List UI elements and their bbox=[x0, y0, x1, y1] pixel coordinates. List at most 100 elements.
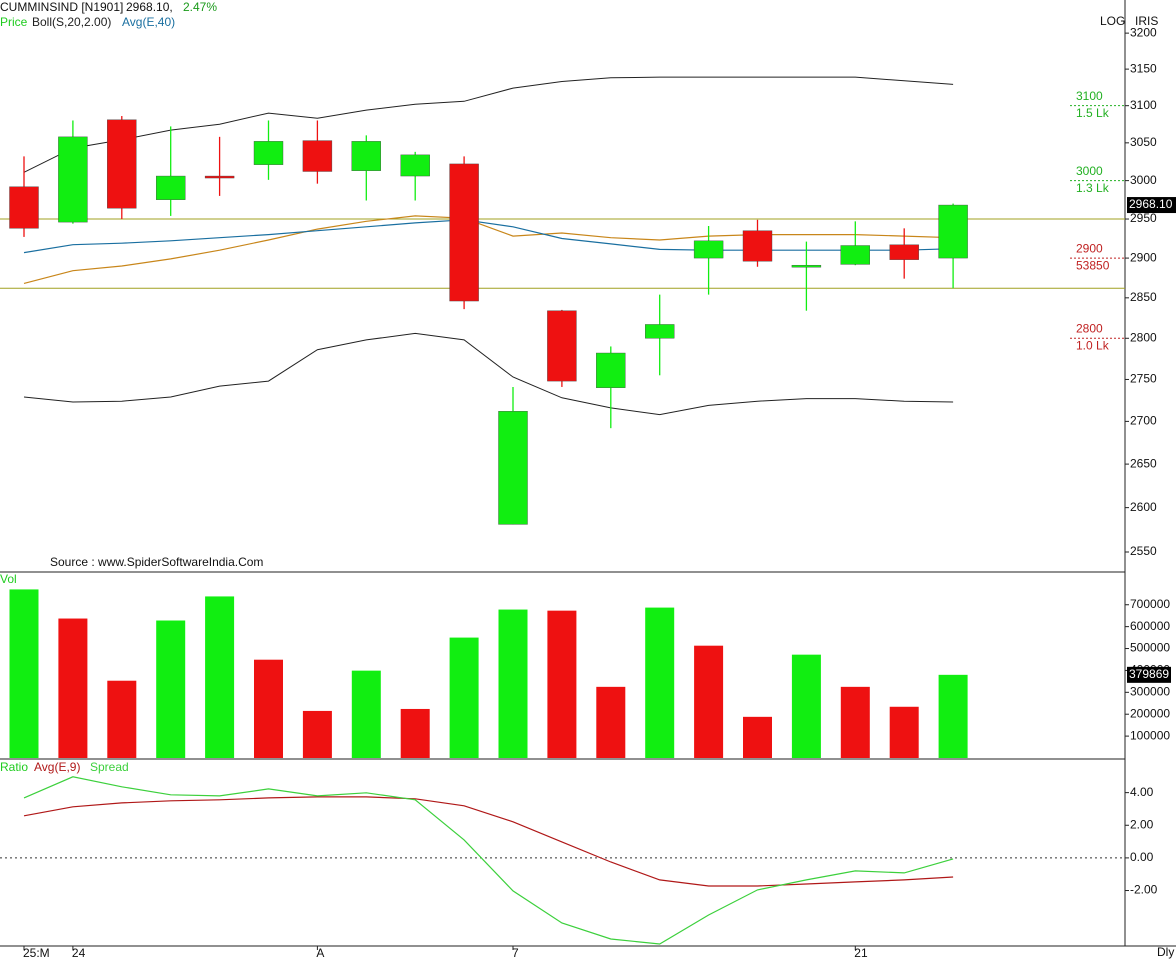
volume-bar bbox=[645, 607, 675, 758]
candle-body bbox=[400, 154, 430, 177]
volume-bar bbox=[205, 596, 235, 758]
legend-bands: Boll(S,20,2.00) bbox=[32, 15, 111, 29]
y-tick-label: 3100 bbox=[1130, 98, 1157, 112]
volume-bar bbox=[254, 659, 283, 758]
y-tick-label: 2700 bbox=[1130, 414, 1157, 428]
volume-bar bbox=[107, 680, 137, 758]
y-tick-label: -2.00 bbox=[1130, 883, 1158, 897]
volume-bar bbox=[498, 609, 528, 758]
band-middle bbox=[23, 215, 954, 284]
level-label: 3000 bbox=[1076, 164, 1103, 178]
x-tick-label: 21 bbox=[854, 946, 868, 960]
y-tick-label: 2750 bbox=[1130, 372, 1157, 386]
series-line bbox=[23, 796, 954, 887]
y-tick-label: 3150 bbox=[1130, 61, 1157, 75]
header-change: 2.47% bbox=[183, 0, 217, 14]
y-tick-label: 2550 bbox=[1130, 544, 1157, 558]
y-tick-label: 500000 bbox=[1130, 641, 1170, 655]
candle-body bbox=[840, 245, 870, 265]
y-tick-label: 3050 bbox=[1130, 135, 1157, 149]
average-line bbox=[23, 219, 954, 254]
last-volume-box bbox=[1127, 666, 1171, 683]
volume-bar bbox=[449, 637, 479, 758]
x-tick-label: 25:M bbox=[23, 946, 50, 960]
candle-body bbox=[693, 240, 724, 259]
candle-body bbox=[791, 264, 822, 268]
volume-bar bbox=[840, 686, 870, 758]
x-tick-label: A bbox=[316, 946, 324, 960]
x-tick-label: 24 bbox=[72, 946, 86, 960]
volume-bar bbox=[400, 708, 430, 758]
candle-body bbox=[938, 204, 968, 259]
last-volume-label: 379869 bbox=[1129, 667, 1169, 681]
candle-body bbox=[351, 141, 381, 171]
y-tick-label: 300000 bbox=[1130, 684, 1170, 698]
level-label: 2900 bbox=[1076, 241, 1103, 255]
y-tick-label: 2.00 bbox=[1130, 817, 1154, 831]
candle-body bbox=[889, 244, 919, 260]
y-tick-label: 3200 bbox=[1130, 25, 1157, 39]
level-label: 2800 bbox=[1076, 321, 1103, 335]
legend-entry: Spread bbox=[90, 760, 129, 774]
y-tick-label: 4.00 bbox=[1130, 785, 1154, 799]
candle-body bbox=[498, 411, 528, 525]
y-tick-label: 200000 bbox=[1130, 706, 1170, 720]
last-price-label: 2968.10 bbox=[1129, 197, 1173, 211]
candle-body bbox=[58, 136, 88, 223]
y-tick-label: 2600 bbox=[1130, 500, 1157, 514]
scale-label: LOG bbox=[1100, 14, 1125, 28]
band-upper bbox=[23, 76, 954, 173]
timeframe: Dly bbox=[1157, 945, 1174, 959]
band-lower bbox=[23, 332, 954, 416]
last-price-box bbox=[1127, 197, 1176, 214]
y-tick-label: 0.00 bbox=[1130, 850, 1154, 864]
x-tick-label: 7 bbox=[512, 946, 519, 960]
series-line bbox=[23, 776, 954, 945]
candle-body bbox=[547, 310, 577, 382]
volume-bar bbox=[9, 589, 39, 758]
candle-body bbox=[742, 230, 773, 262]
tool-label: IRIS bbox=[1135, 14, 1158, 28]
y-tick-label: 2900 bbox=[1130, 250, 1157, 264]
volume-bar bbox=[58, 618, 88, 758]
level-note: 1.5 Lk bbox=[1076, 106, 1110, 120]
candle-body bbox=[302, 140, 333, 172]
candle-body bbox=[596, 352, 626, 388]
y-tick-label: 2950 bbox=[1130, 211, 1157, 225]
candle-body bbox=[9, 186, 39, 229]
symbol-title: CUMMINSIND [N1901] bbox=[0, 0, 123, 14]
level-note: 1.3 Lk bbox=[1076, 181, 1110, 195]
level-note: 1.0 Lk bbox=[1076, 338, 1110, 352]
level-note: 53850 bbox=[1076, 258, 1110, 272]
panel-title: Ratio bbox=[0, 760, 28, 774]
y-tick-label: 100000 bbox=[1130, 728, 1170, 742]
candle-body bbox=[645, 324, 675, 339]
source: Source : www.SpiderSoftwareIndia.Com bbox=[50, 555, 263, 569]
candle-body bbox=[253, 141, 284, 165]
volume-bar bbox=[351, 670, 381, 758]
y-tick-label: 2800 bbox=[1130, 330, 1157, 344]
volume-bar bbox=[156, 620, 186, 758]
header-price: 2968.10, bbox=[126, 0, 173, 14]
volume-bar bbox=[938, 674, 968, 758]
y-tick-label: 2850 bbox=[1130, 290, 1157, 304]
volume-bar bbox=[694, 645, 724, 758]
y-tick-label: 600000 bbox=[1130, 619, 1170, 633]
volume-bar bbox=[889, 706, 919, 758]
legend-price: Price bbox=[0, 15, 28, 29]
y-tick-label: 3000 bbox=[1130, 173, 1157, 187]
y-tick-label: 700000 bbox=[1130, 597, 1170, 611]
level-label: 3100 bbox=[1076, 89, 1103, 103]
volume-bar bbox=[596, 686, 626, 758]
candle-body bbox=[107, 119, 137, 209]
y-tick-label: 2650 bbox=[1130, 456, 1157, 470]
candle-body bbox=[155, 175, 186, 200]
legend-entry: Avg(E,9) bbox=[34, 760, 80, 774]
legend-average: Avg(E,40) bbox=[122, 15, 175, 29]
volume-bar bbox=[547, 610, 577, 758]
volume-bar bbox=[302, 710, 332, 758]
panel-title: Vol bbox=[0, 572, 17, 586]
